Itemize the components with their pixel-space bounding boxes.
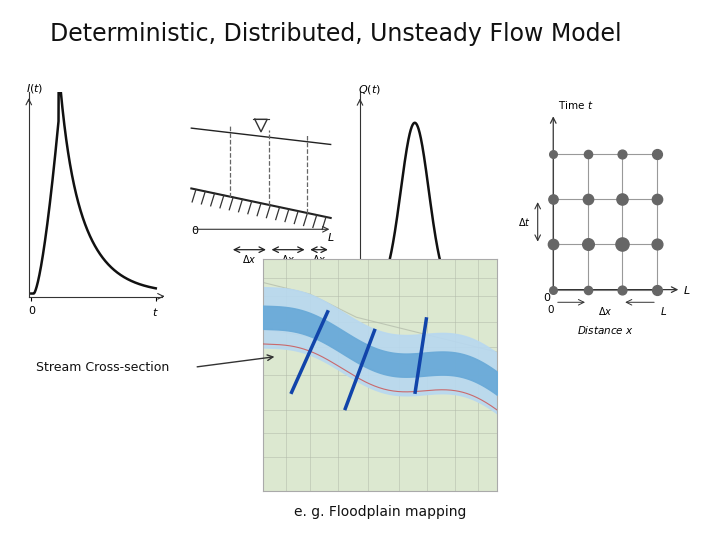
Point (547, 150, 559, 158)
Point (547, 285, 559, 294)
Point (616, 150, 628, 158)
Point (582, 195, 593, 204)
Point (651, 195, 662, 204)
Text: $\Delta x$: $\Delta x$ (281, 253, 295, 265)
Text: L: L (328, 233, 334, 242)
Text: e. g. Floodplain mapping: e. g. Floodplain mapping (294, 505, 467, 519)
Text: 0: 0 (544, 293, 551, 303)
Point (616, 285, 628, 294)
Text: $Q(t)$: $Q(t)$ (358, 83, 380, 96)
Text: Stream Cross-section: Stream Cross-section (36, 361, 169, 374)
Text: $\Delta x$: $\Delta x$ (242, 253, 256, 265)
Text: $\Delta x$: $\Delta x$ (598, 306, 612, 318)
Point (582, 240, 593, 249)
Text: $\Delta x$: $\Delta x$ (312, 253, 326, 265)
Point (547, 195, 559, 204)
Point (651, 240, 662, 249)
Text: $\Delta t$: $\Delta t$ (518, 216, 531, 228)
Point (582, 285, 593, 294)
Point (651, 285, 662, 294)
Text: Time $t$: Time $t$ (559, 99, 594, 111)
Point (651, 150, 662, 158)
Text: 0: 0 (547, 306, 554, 315)
Text: 0: 0 (192, 226, 198, 236)
Point (616, 240, 628, 249)
Text: $L$: $L$ (683, 284, 690, 295)
Text: $I(t)$: $I(t)$ (27, 82, 44, 95)
Point (616, 195, 628, 204)
Text: $L$: $L$ (660, 306, 667, 318)
Text: Deterministic, Distributed, Unsteady Flow Model: Deterministic, Distributed, Unsteady Flo… (50, 22, 622, 45)
Text: Distance $x$: Distance $x$ (577, 323, 634, 335)
Point (582, 150, 593, 158)
Point (547, 240, 559, 249)
